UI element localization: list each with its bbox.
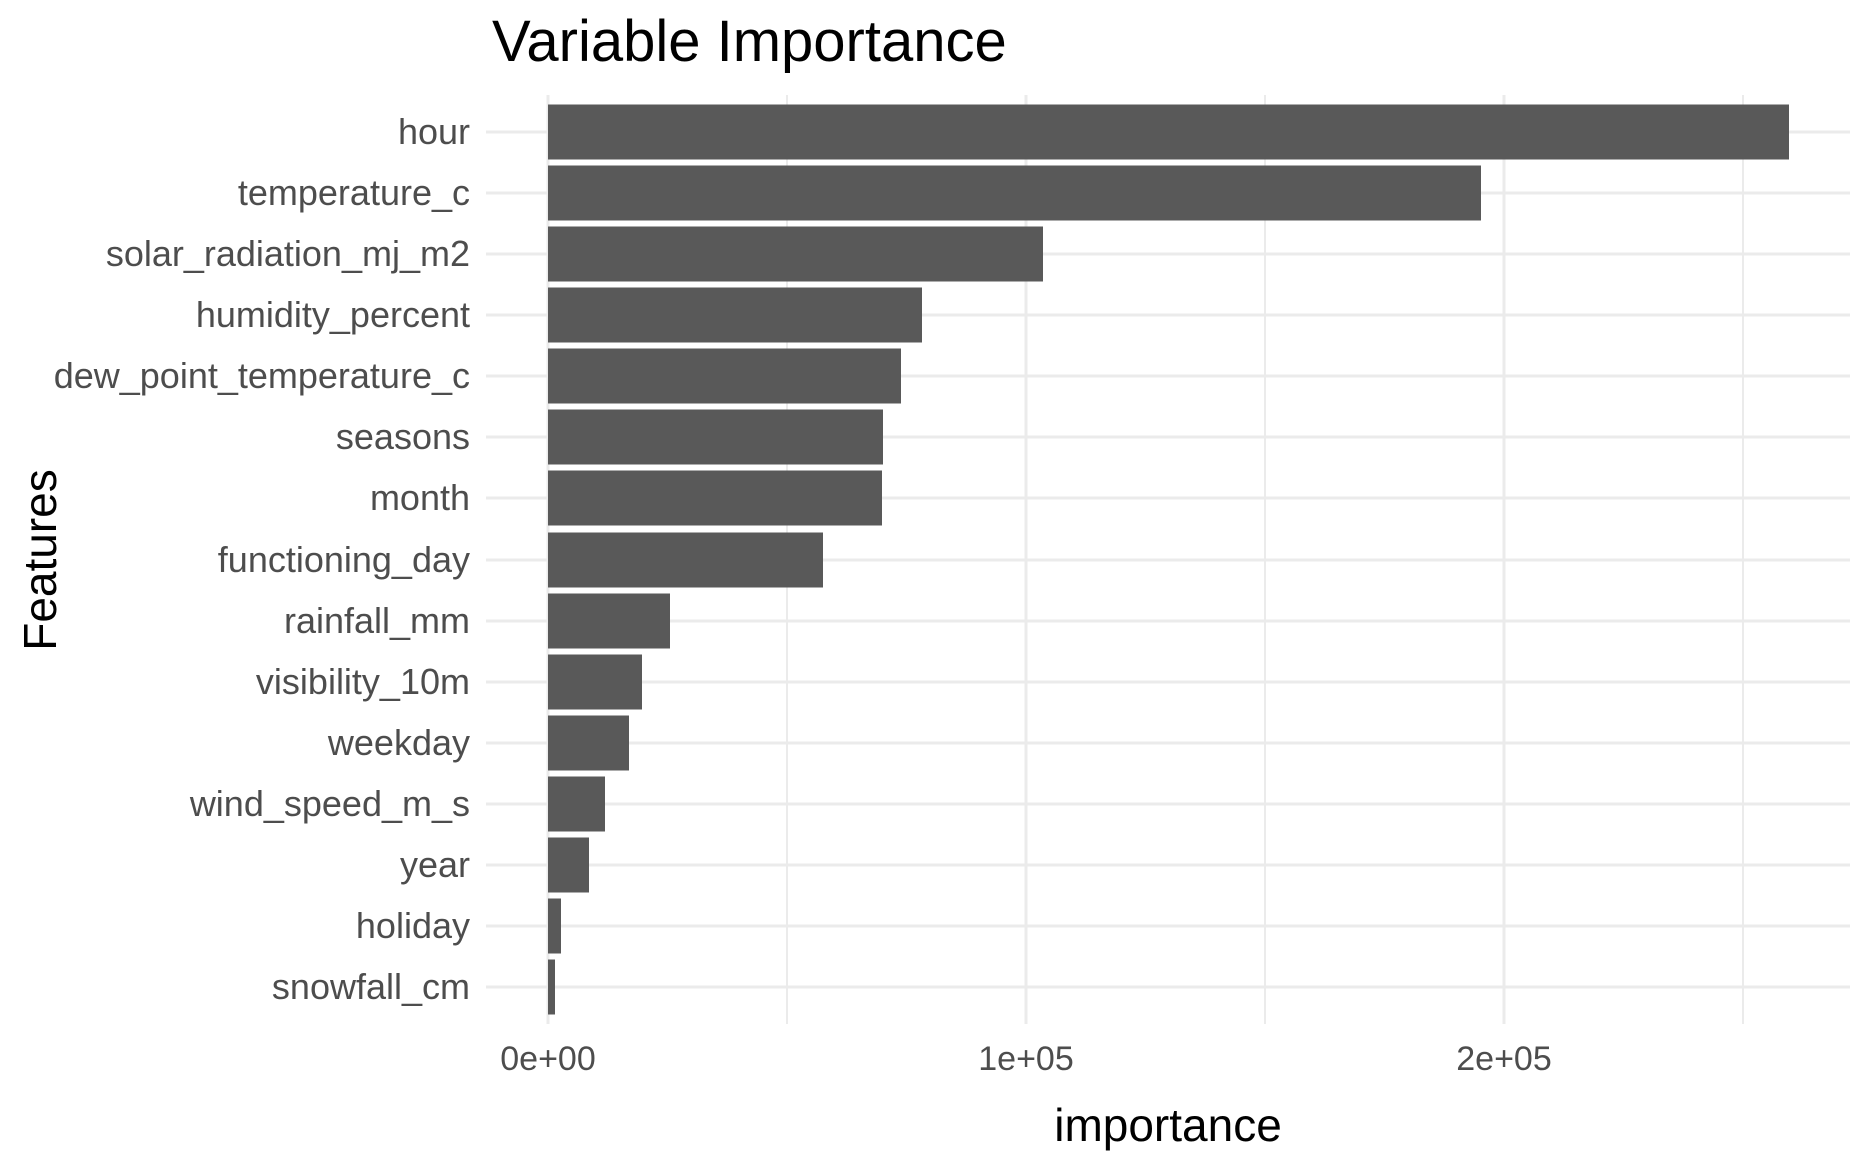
bar-solar_radiation_mj_m2 bbox=[548, 226, 1043, 282]
v-gridline-major bbox=[1502, 95, 1506, 1024]
y-axis-label-temperature_c: temperature_c bbox=[237, 171, 470, 213]
h-gridline bbox=[486, 619, 1850, 623]
h-gridline bbox=[486, 924, 1850, 928]
x-tick-label: 1e+05 bbox=[978, 1040, 1074, 1078]
y-axis-label-visibility_10m: visibility_10m bbox=[255, 660, 470, 702]
y-axis-label-seasons: seasons bbox=[335, 416, 470, 458]
h-gridline bbox=[486, 985, 1850, 989]
y-axis-label-wind_speed_m_s: wind_speed_m_s bbox=[189, 782, 470, 824]
bar-snowfall_cm bbox=[548, 959, 555, 1015]
bar-year bbox=[548, 837, 589, 893]
bar-functioning_day bbox=[548, 532, 823, 587]
y-axis-label-solar_radiation_mj_m2: solar_radiation_mj_m2 bbox=[105, 232, 470, 274]
y-axis-label-weekday: weekday bbox=[327, 721, 470, 763]
bar-wind_speed_m_s bbox=[548, 776, 605, 832]
y-axis-label-humidity_percent: humidity_percent bbox=[195, 294, 470, 336]
bar-dew_point_temperature_c bbox=[548, 348, 901, 404]
y-axis-label-snowfall_cm: snowfall_cm bbox=[271, 966, 470, 1008]
y-axis-label-year: year bbox=[399, 844, 470, 886]
x-tick-label: 2e+05 bbox=[1456, 1040, 1552, 1078]
h-gridline bbox=[486, 680, 1850, 684]
h-gridline bbox=[486, 863, 1850, 867]
h-gridline bbox=[486, 802, 1850, 806]
y-axis-label-hour: hour bbox=[397, 110, 470, 152]
h-gridline bbox=[486, 558, 1850, 561]
chart-title: Variable Importance bbox=[492, 9, 1007, 74]
bar-seasons bbox=[548, 409, 883, 465]
x-axis-title: importance bbox=[1054, 1099, 1282, 1151]
v-gridline-major bbox=[1024, 95, 1028, 1024]
x-tick-label: 0e+00 bbox=[500, 1040, 596, 1078]
h-gridline bbox=[486, 313, 1850, 317]
y-axis-label-functioning_day: functioning_day bbox=[217, 538, 470, 580]
bar-holiday bbox=[548, 898, 561, 954]
h-gridline bbox=[486, 374, 1850, 378]
bar-month bbox=[548, 470, 882, 526]
h-gridline bbox=[486, 496, 1850, 500]
y-axis-label-month: month bbox=[369, 477, 470, 519]
h-gridline bbox=[486, 741, 1850, 745]
bar-weekday bbox=[548, 715, 629, 771]
h-gridline bbox=[486, 252, 1850, 256]
v-gridline-minor bbox=[1742, 95, 1744, 1024]
y-axis-label-rainfall_mm: rainfall_mm bbox=[283, 599, 470, 641]
y-axis-label-holiday: holiday bbox=[355, 905, 470, 947]
v-gridline-minor bbox=[1264, 95, 1266, 1024]
y-axis-label-dew_point_temperature_c: dew_point_temperature_c bbox=[53, 355, 470, 397]
h-gridline bbox=[486, 435, 1850, 439]
bar-rainfall_mm bbox=[548, 593, 670, 649]
bar-humidity_percent bbox=[548, 287, 922, 343]
bar-visibility_10m bbox=[548, 654, 642, 710]
bar-temperature_c bbox=[548, 165, 1481, 221]
bar-hour bbox=[548, 104, 1789, 160]
